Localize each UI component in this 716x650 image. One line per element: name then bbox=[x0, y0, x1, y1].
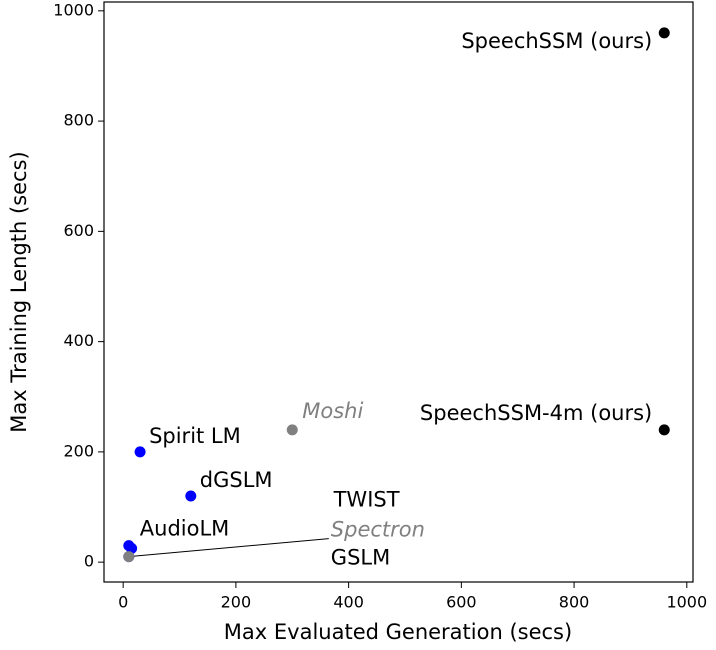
point bbox=[658, 27, 670, 39]
y-tick-label: 800 bbox=[63, 111, 94, 130]
point bbox=[123, 551, 135, 563]
point-label: GSLM bbox=[331, 546, 390, 570]
point-label: SpeechSSM-4m (ours) bbox=[420, 401, 652, 425]
x-tick-label: 0 bbox=[118, 593, 128, 612]
point bbox=[286, 424, 298, 436]
x-axis-label: Max Evaluated Generation (secs) bbox=[224, 620, 572, 644]
plot-frame bbox=[103, 1, 694, 583]
leader-line bbox=[128, 538, 329, 558]
point-label: TWIST bbox=[333, 487, 400, 511]
x-tick-label: 1000 bbox=[666, 593, 707, 612]
y-tick-label: 600 bbox=[63, 221, 94, 240]
point bbox=[658, 424, 670, 436]
point bbox=[134, 446, 146, 458]
y-tick-label: 1000 bbox=[53, 0, 94, 19]
y-tick-label: 200 bbox=[63, 441, 94, 460]
point-label: Moshi bbox=[302, 399, 363, 423]
point bbox=[126, 542, 138, 554]
point-label: Spirit LM bbox=[149, 424, 241, 448]
point bbox=[185, 490, 197, 502]
x-tick-label: 800 bbox=[559, 593, 590, 612]
x-tick-label: 400 bbox=[333, 593, 364, 612]
point-label: dGSLM bbox=[200, 468, 273, 492]
point-label: AudioLM bbox=[140, 517, 230, 541]
y-tick-label: 400 bbox=[63, 331, 94, 350]
y-tick-label: 0 bbox=[84, 552, 94, 571]
point-label: SpeechSSM (ours) bbox=[461, 29, 652, 53]
point-label: Spectron bbox=[331, 518, 425, 542]
x-tick-label: 200 bbox=[221, 593, 252, 612]
y-axis-label: Max Training Length (secs) bbox=[7, 151, 31, 432]
x-tick-label: 600 bbox=[446, 593, 477, 612]
